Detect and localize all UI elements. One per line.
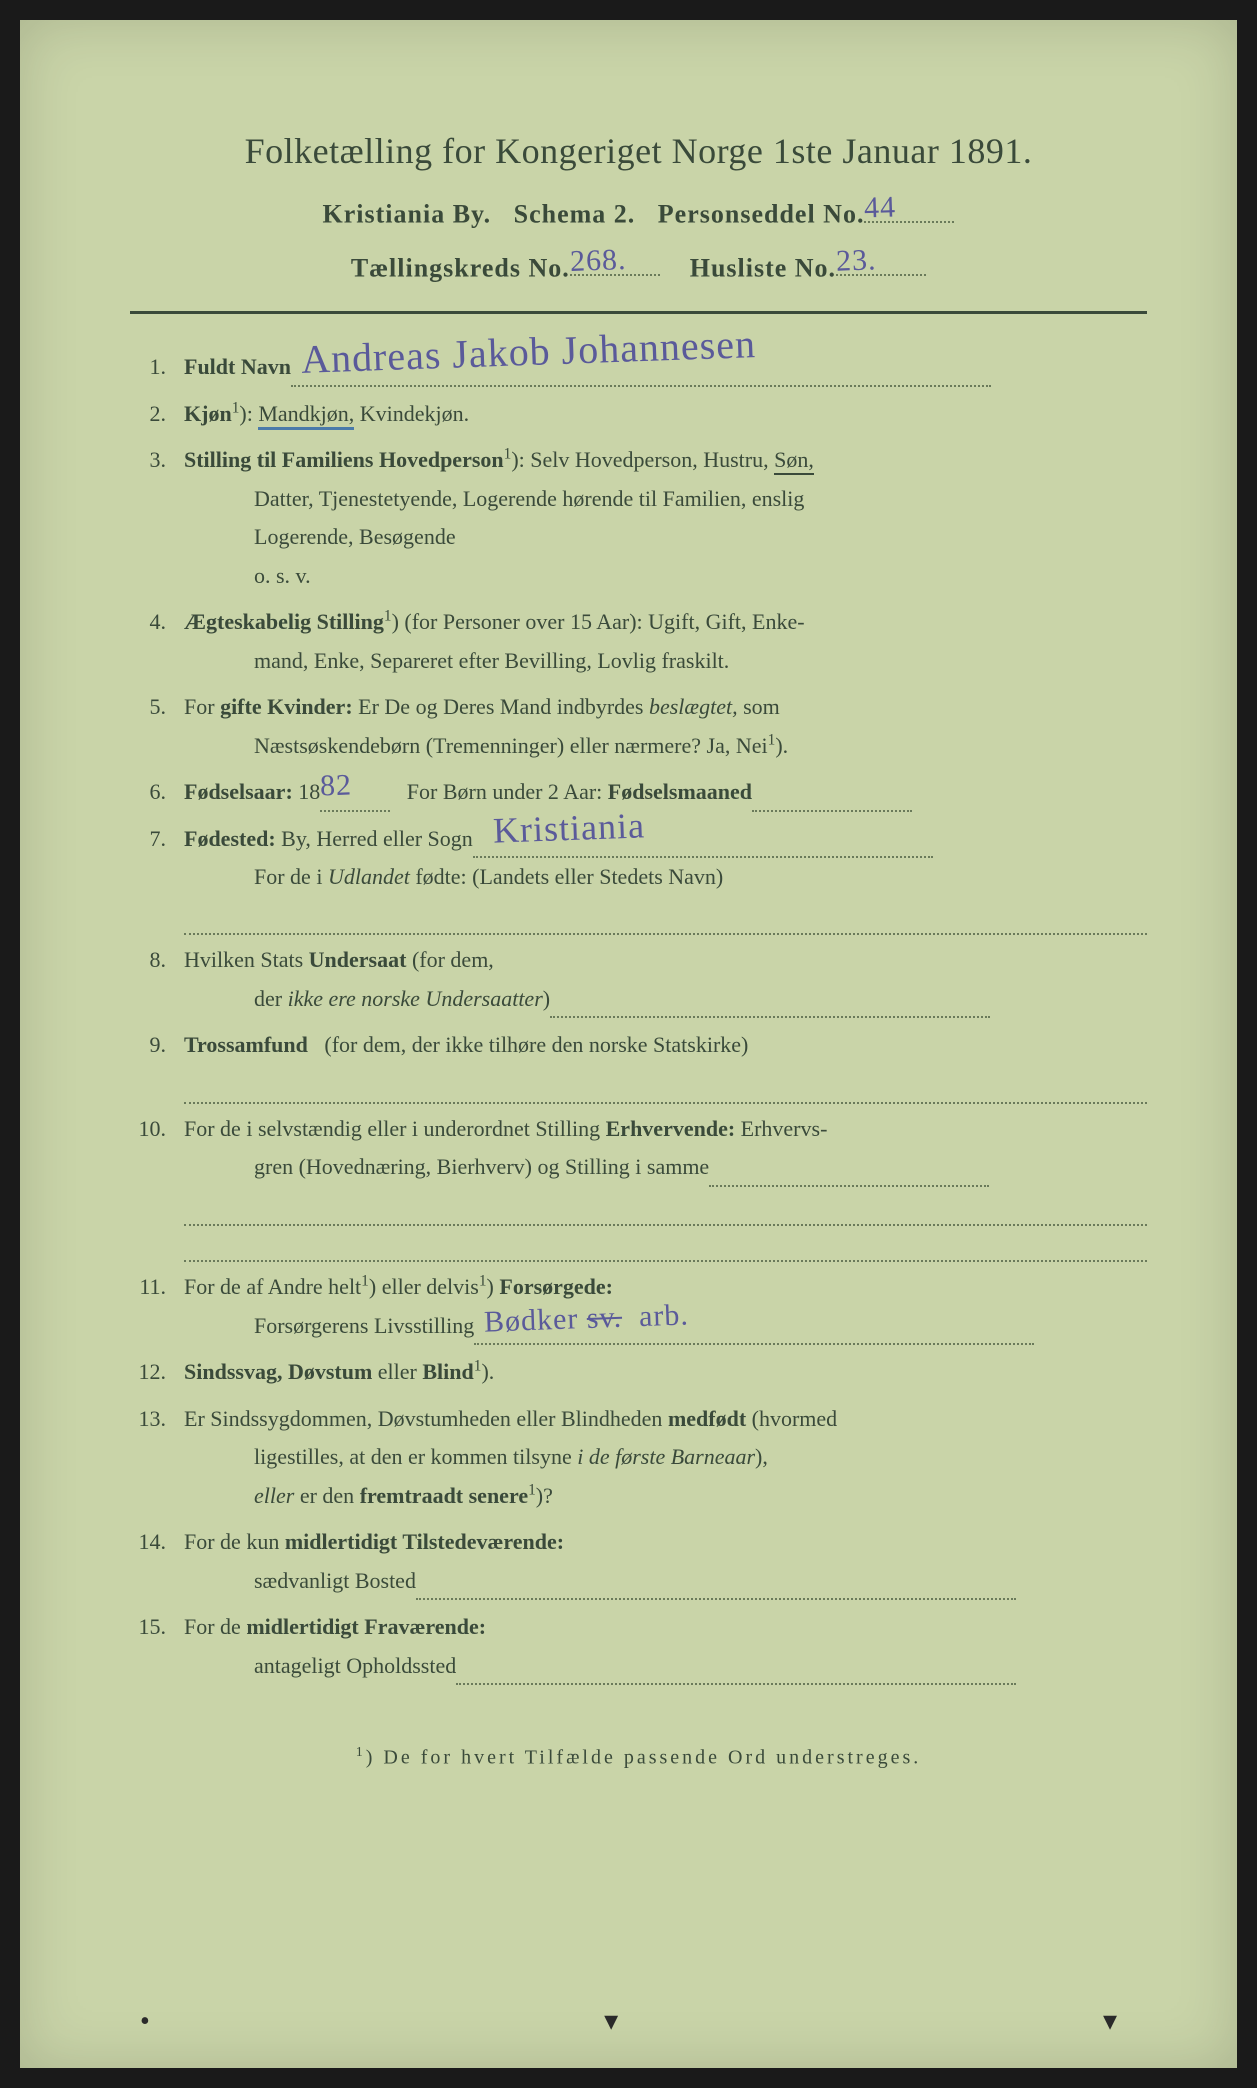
footnote: 1) De for hvert Tilfælde passende Ord un… — [130, 1745, 1147, 1770]
form-header: Folketælling for Kongeriget Norge 1ste J… — [130, 130, 1147, 283]
item-num: 5. — [130, 688, 184, 765]
label-medfodt: medfødt — [668, 1406, 746, 1431]
form-subheader-2: Tællingskreds No.268. Husliste No.23. — [130, 248, 1147, 284]
item-5: 5. For gifte Kvinder: Er De og Deres Man… — [130, 688, 1147, 765]
livsstilling-value: Bødker sv. arb. — [483, 1289, 690, 1349]
item-7: 7. Fødested: By, Herred eller SognKristi… — [130, 820, 1147, 897]
blank-line — [184, 905, 1147, 936]
item-num: 12. — [130, 1353, 184, 1392]
item-num: 1. — [130, 348, 184, 387]
item-4: 4. Ægteskabelig Stilling1) (for Personer… — [130, 603, 1147, 680]
registration-mark: • — [140, 2006, 150, 2038]
item-num: 9. — [130, 1026, 184, 1065]
city-label: Kristiania By. — [323, 200, 492, 229]
item-13: 13. Er Sindssygdommen, Døvstumheden elle… — [130, 1400, 1147, 1516]
item-num: 13. — [130, 1400, 184, 1516]
item-num: 14. — [130, 1523, 184, 1600]
item-1: 1. Fuldt NavnAndreas Jakob Johannesen — [130, 348, 1147, 387]
item-15: 15. For de midlertidigt Fraværende: anta… — [130, 1608, 1147, 1685]
mandkjon-selected: Mandkjøn, — [258, 401, 354, 430]
blank-line — [184, 1195, 1147, 1226]
blank-line — [184, 1232, 1147, 1263]
item-num: 6. — [130, 773, 184, 812]
item-14: 14. For de kun midlertidigt Tilstedevære… — [130, 1523, 1147, 1600]
blank-line — [184, 1073, 1147, 1104]
label-kjon: Kjøn — [184, 401, 232, 426]
registration-mark: ▾ — [1103, 2004, 1117, 2038]
item-num: 4. — [130, 603, 184, 680]
taellingskreds-label: Tællingskreds No. — [351, 253, 570, 282]
birthplace-value: Kristiania — [492, 795, 646, 863]
item-2: 2. Kjøn1): Mandkjøn, Kvindekjøn. — [130, 395, 1147, 434]
item-num: 3. — [130, 441, 184, 595]
item-num: 2. — [130, 395, 184, 434]
label-fuldt-navn: Fuldt Navn — [184, 354, 291, 379]
form-items: 1. Fuldt NavnAndreas Jakob Johannesen 2.… — [130, 348, 1147, 1685]
personseddel-label: Personseddel No. — [658, 200, 865, 229]
label-fravaerende: midlertidigt Fraværende: — [246, 1614, 486, 1639]
registration-mark: ▾ — [604, 2004, 618, 2038]
item-12: 12. Sindssvag, Døvstum eller Blind1). — [130, 1353, 1147, 1392]
son-selected: Søn, — [774, 447, 814, 475]
form-subheader-1: Kristiania By. Schema 2. Personseddel No… — [130, 194, 1147, 230]
label-fodested: Fødested: — [184, 826, 276, 851]
label-sindssvag: Sindssvag, Døvstum — [184, 1359, 372, 1384]
item-3: 3. Stilling til Familiens Hovedperson1):… — [130, 441, 1147, 595]
personseddel-value: 44 — [864, 190, 897, 225]
item-9: 9. Trossamfund (for dem, der ikke tilhør… — [130, 1026, 1147, 1065]
label-trossamfund: Trossamfund — [184, 1032, 308, 1057]
item-num: 8. — [130, 941, 184, 1018]
item-num: 7. — [130, 820, 184, 897]
item-10: 10. For de i selvstændig eller i underor… — [130, 1110, 1147, 1187]
label-tilstedevaerende: midlertidigt Tilstedeværende: — [285, 1529, 564, 1554]
item-num: 15. — [130, 1608, 184, 1685]
census-form-page: Folketælling for Kongeriget Norge 1ste J… — [20, 20, 1237, 2068]
label-fodselsaar: Fødselsaar: — [184, 779, 293, 804]
birth-year-value: 82 — [319, 760, 353, 814]
schema-label: Schema 2. — [514, 200, 636, 229]
item-num: 10. — [130, 1110, 184, 1187]
form-title: Folketælling for Kongeriget Norge 1ste J… — [130, 130, 1147, 172]
label-gifte-kvinder: gifte Kvinder: — [220, 694, 353, 719]
item-num: 11. — [130, 1268, 184, 1345]
label-aegteskab: Ægteskabelig Stilling — [184, 609, 384, 634]
label-undersaat: Undersaat — [309, 947, 407, 972]
label-stilling: Stilling til Familiens Hovedperson — [184, 447, 504, 472]
taellingskreds-value: 268. — [569, 243, 627, 279]
label-erhvervende: Erhvervende: — [606, 1116, 736, 1141]
name-value: Andreas Jakob Johannesen — [300, 309, 757, 395]
kvindekjon-option: Kvindekjøn. — [360, 401, 469, 426]
item-8: 8. Hvilken Stats Undersaat (for dem, der… — [130, 941, 1147, 1018]
item-11: 11. For de af Andre helt1) eller delvis1… — [130, 1268, 1147, 1345]
husliste-label: Husliste No. — [690, 253, 836, 282]
husliste-value: 23. — [835, 243, 877, 278]
